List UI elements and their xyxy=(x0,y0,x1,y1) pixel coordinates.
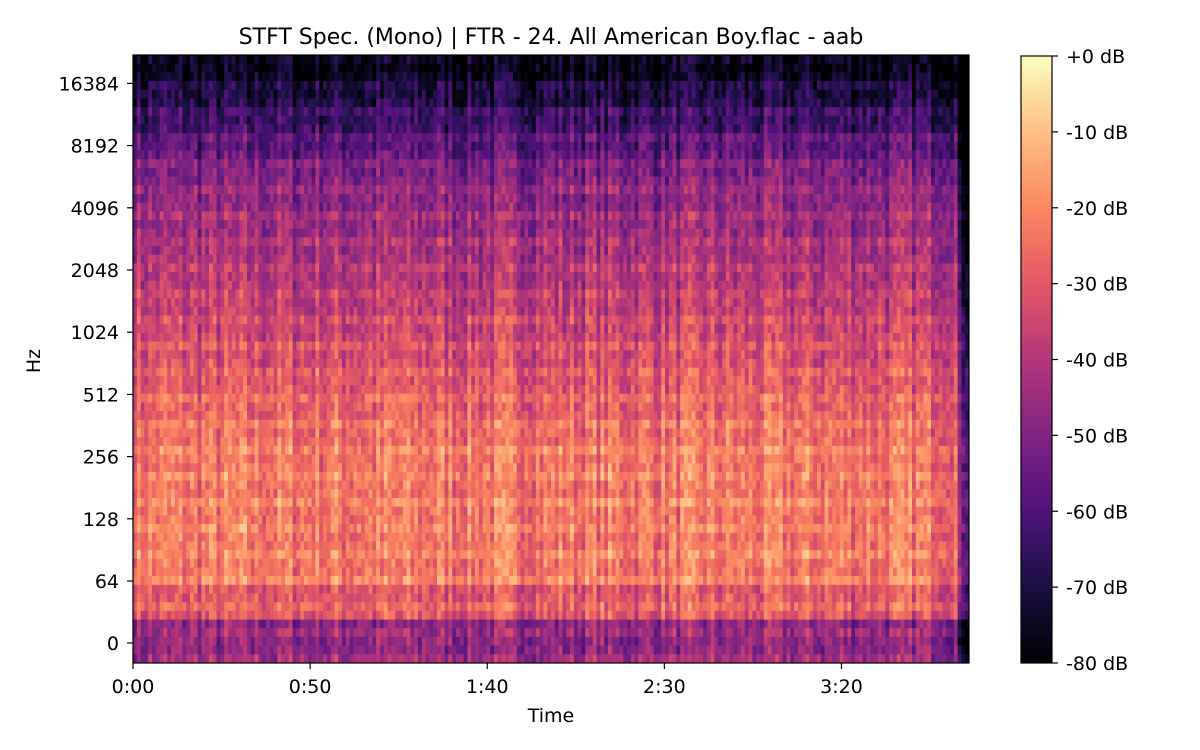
x-tick-label: 0:50 xyxy=(289,676,332,698)
colorbar-tick-label: -50 dB xyxy=(1066,425,1128,447)
x-tick-label: 2:30 xyxy=(643,676,686,698)
colorbar-tick-label: -30 dB xyxy=(1066,274,1128,296)
y-tick-label: 128 xyxy=(83,509,119,531)
x-tick-label: 0:00 xyxy=(112,676,155,698)
y-tick-label: 0 xyxy=(107,633,119,655)
colorbar-tick-label: +0 dB xyxy=(1066,46,1125,68)
y-tick-label: 64 xyxy=(95,571,119,593)
y-tick-label: 512 xyxy=(83,384,119,406)
y-axis-label: Hz xyxy=(23,349,45,373)
x-tick-label: 1:40 xyxy=(466,676,509,698)
x-tick-label: 3:20 xyxy=(820,676,863,698)
x-axis-label: Time xyxy=(527,705,575,727)
plot-area xyxy=(132,54,970,664)
chart-title: STFT Spec. (Mono) | FTR - 24. All Americ… xyxy=(239,25,864,50)
x-axis: 0:00 0:50 1:40 2:30 3:20 xyxy=(112,663,863,698)
y-tick-label: 1024 xyxy=(71,322,119,344)
colorbar-tick-label: -10 dB xyxy=(1066,122,1128,144)
colorbar-tick-label: -70 dB xyxy=(1066,577,1128,599)
y-tick-label: 2048 xyxy=(71,260,119,282)
colorbar-gradient xyxy=(1020,55,1053,664)
y-axis: 0 64 128 256 512 1024 2048 4096 8192 16384 xyxy=(59,73,133,655)
spectrogram-image xyxy=(133,55,969,663)
colorbar-tick-label: -40 dB xyxy=(1066,350,1128,372)
colorbar: +0 dB -10 dB -20 dB -30 dB -40 dB -50 dB -60 d… xyxy=(1020,46,1128,675)
y-tick-label: 16384 xyxy=(59,73,119,95)
colorbar-tick-label: -80 dB xyxy=(1066,653,1128,675)
y-tick-label: 8192 xyxy=(71,136,119,158)
y-tick-label: 256 xyxy=(83,447,119,469)
colorbar-ticks: +0 dB -10 dB -20 dB -30 dB -40 dB -50 dB -60 d… xyxy=(1052,46,1128,675)
colorbar-tick-label: -20 dB xyxy=(1066,198,1128,220)
y-tick-label: 4096 xyxy=(71,198,119,220)
colorbar-tick-label: -60 dB xyxy=(1066,501,1128,523)
